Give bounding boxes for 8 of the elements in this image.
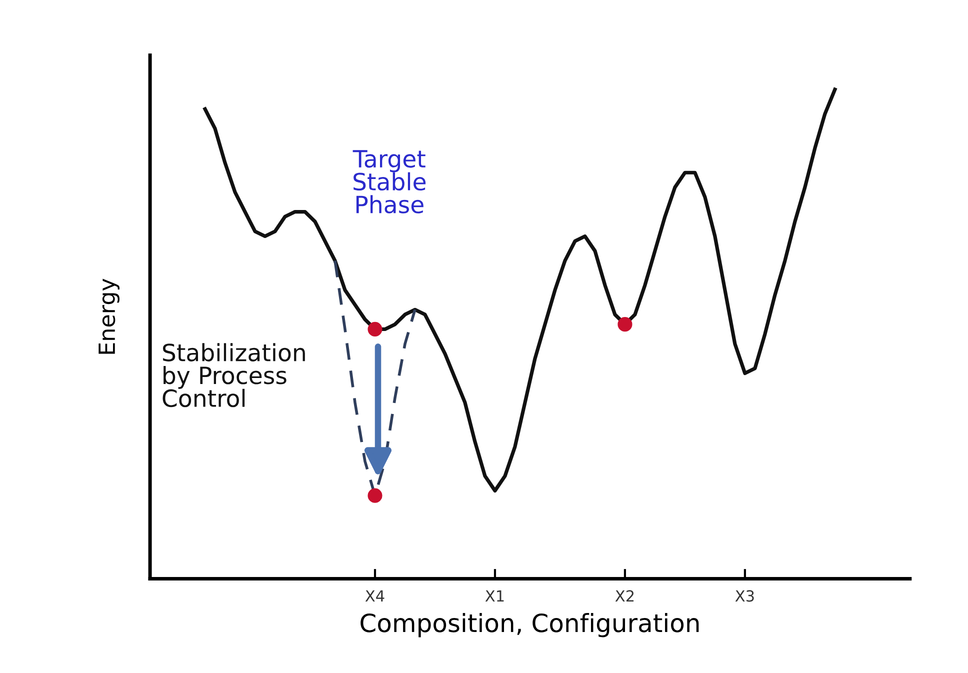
x-tick-label: X3 bbox=[735, 590, 754, 602]
x-tick-label: X1 bbox=[485, 590, 504, 602]
x-tick-label: X4 bbox=[365, 590, 384, 602]
y-axis-title: Energy bbox=[98, 278, 120, 354]
x-axis-title: Composition, Configuration bbox=[360, 613, 699, 638]
x-tick-label: X2 bbox=[615, 590, 634, 602]
annotation: Target Stable Phase bbox=[352, 150, 426, 214]
annotation: Stabilization by Process Control bbox=[162, 343, 305, 408]
